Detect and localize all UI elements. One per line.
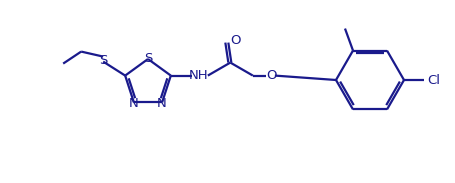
Text: S: S bbox=[99, 54, 107, 67]
Text: Cl: Cl bbox=[426, 74, 440, 87]
Text: N: N bbox=[157, 97, 167, 110]
Text: O: O bbox=[266, 69, 277, 82]
Text: S: S bbox=[143, 53, 152, 66]
Text: O: O bbox=[230, 34, 240, 47]
Text: N: N bbox=[129, 97, 138, 110]
Text: NH: NH bbox=[189, 69, 208, 82]
